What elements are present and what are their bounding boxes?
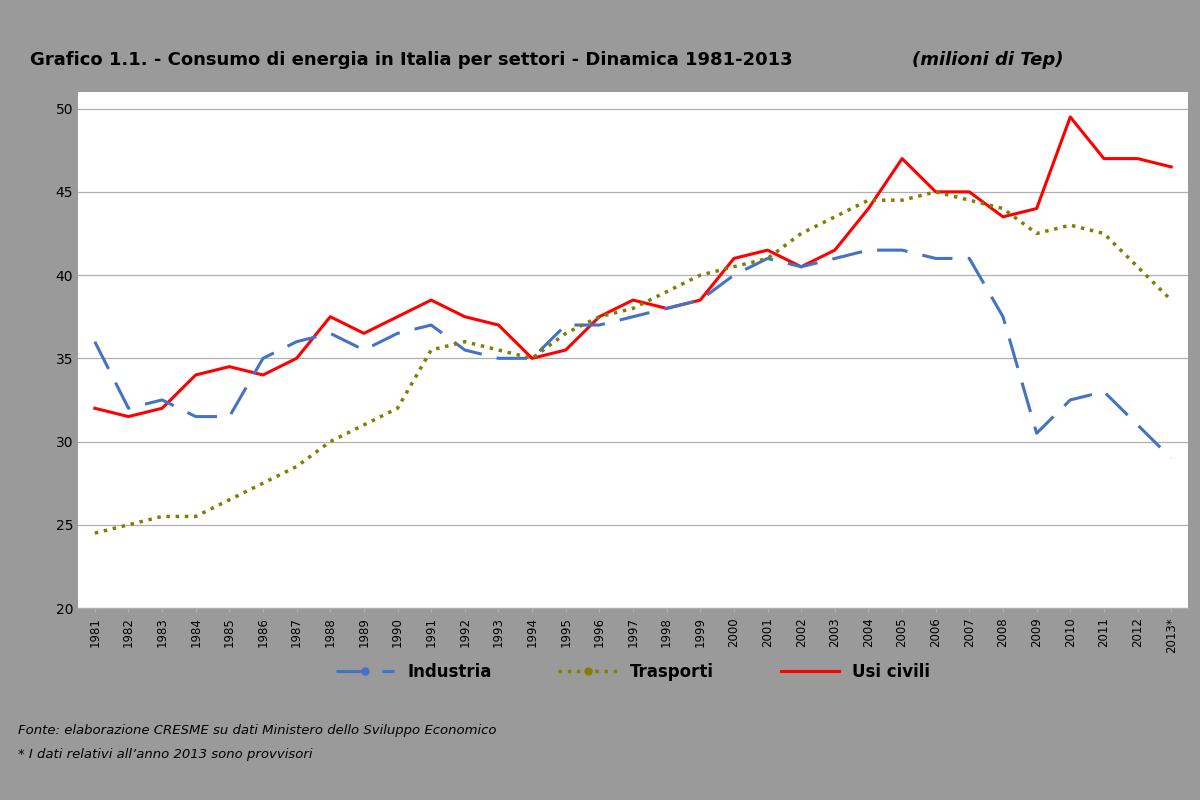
Text: Fonte: elaborazione CRESME su dati Ministero dello Sviluppo Economico: Fonte: elaborazione CRESME su dati Minis…	[18, 724, 497, 737]
Text: * I dati relativi all’anno 2013 sono provvisori: * I dati relativi all’anno 2013 sono pro…	[18, 748, 312, 761]
Text: (milioni di Tep): (milioni di Tep)	[912, 51, 1063, 69]
Text: Grafico 1.1. - Consumo di energia in Italia per settori - Dinamica 1981-2013: Grafico 1.1. - Consumo di energia in Ita…	[30, 51, 799, 69]
Legend: Industria, Trasporti, Usi civili: Industria, Trasporti, Usi civili	[329, 656, 937, 688]
